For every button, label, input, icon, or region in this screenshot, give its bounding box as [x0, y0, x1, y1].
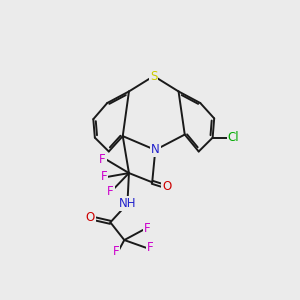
- Text: F: F: [99, 153, 106, 166]
- Text: NH: NH: [119, 197, 136, 210]
- Text: F: F: [107, 185, 114, 198]
- Text: N: N: [151, 143, 160, 157]
- Text: S: S: [150, 70, 158, 83]
- Text: F: F: [112, 245, 119, 258]
- Text: F: F: [101, 170, 107, 183]
- Text: F: F: [147, 241, 153, 254]
- Text: F: F: [143, 222, 150, 235]
- Text: Cl: Cl: [228, 131, 239, 144]
- Text: O: O: [162, 180, 172, 194]
- Text: O: O: [85, 211, 95, 224]
